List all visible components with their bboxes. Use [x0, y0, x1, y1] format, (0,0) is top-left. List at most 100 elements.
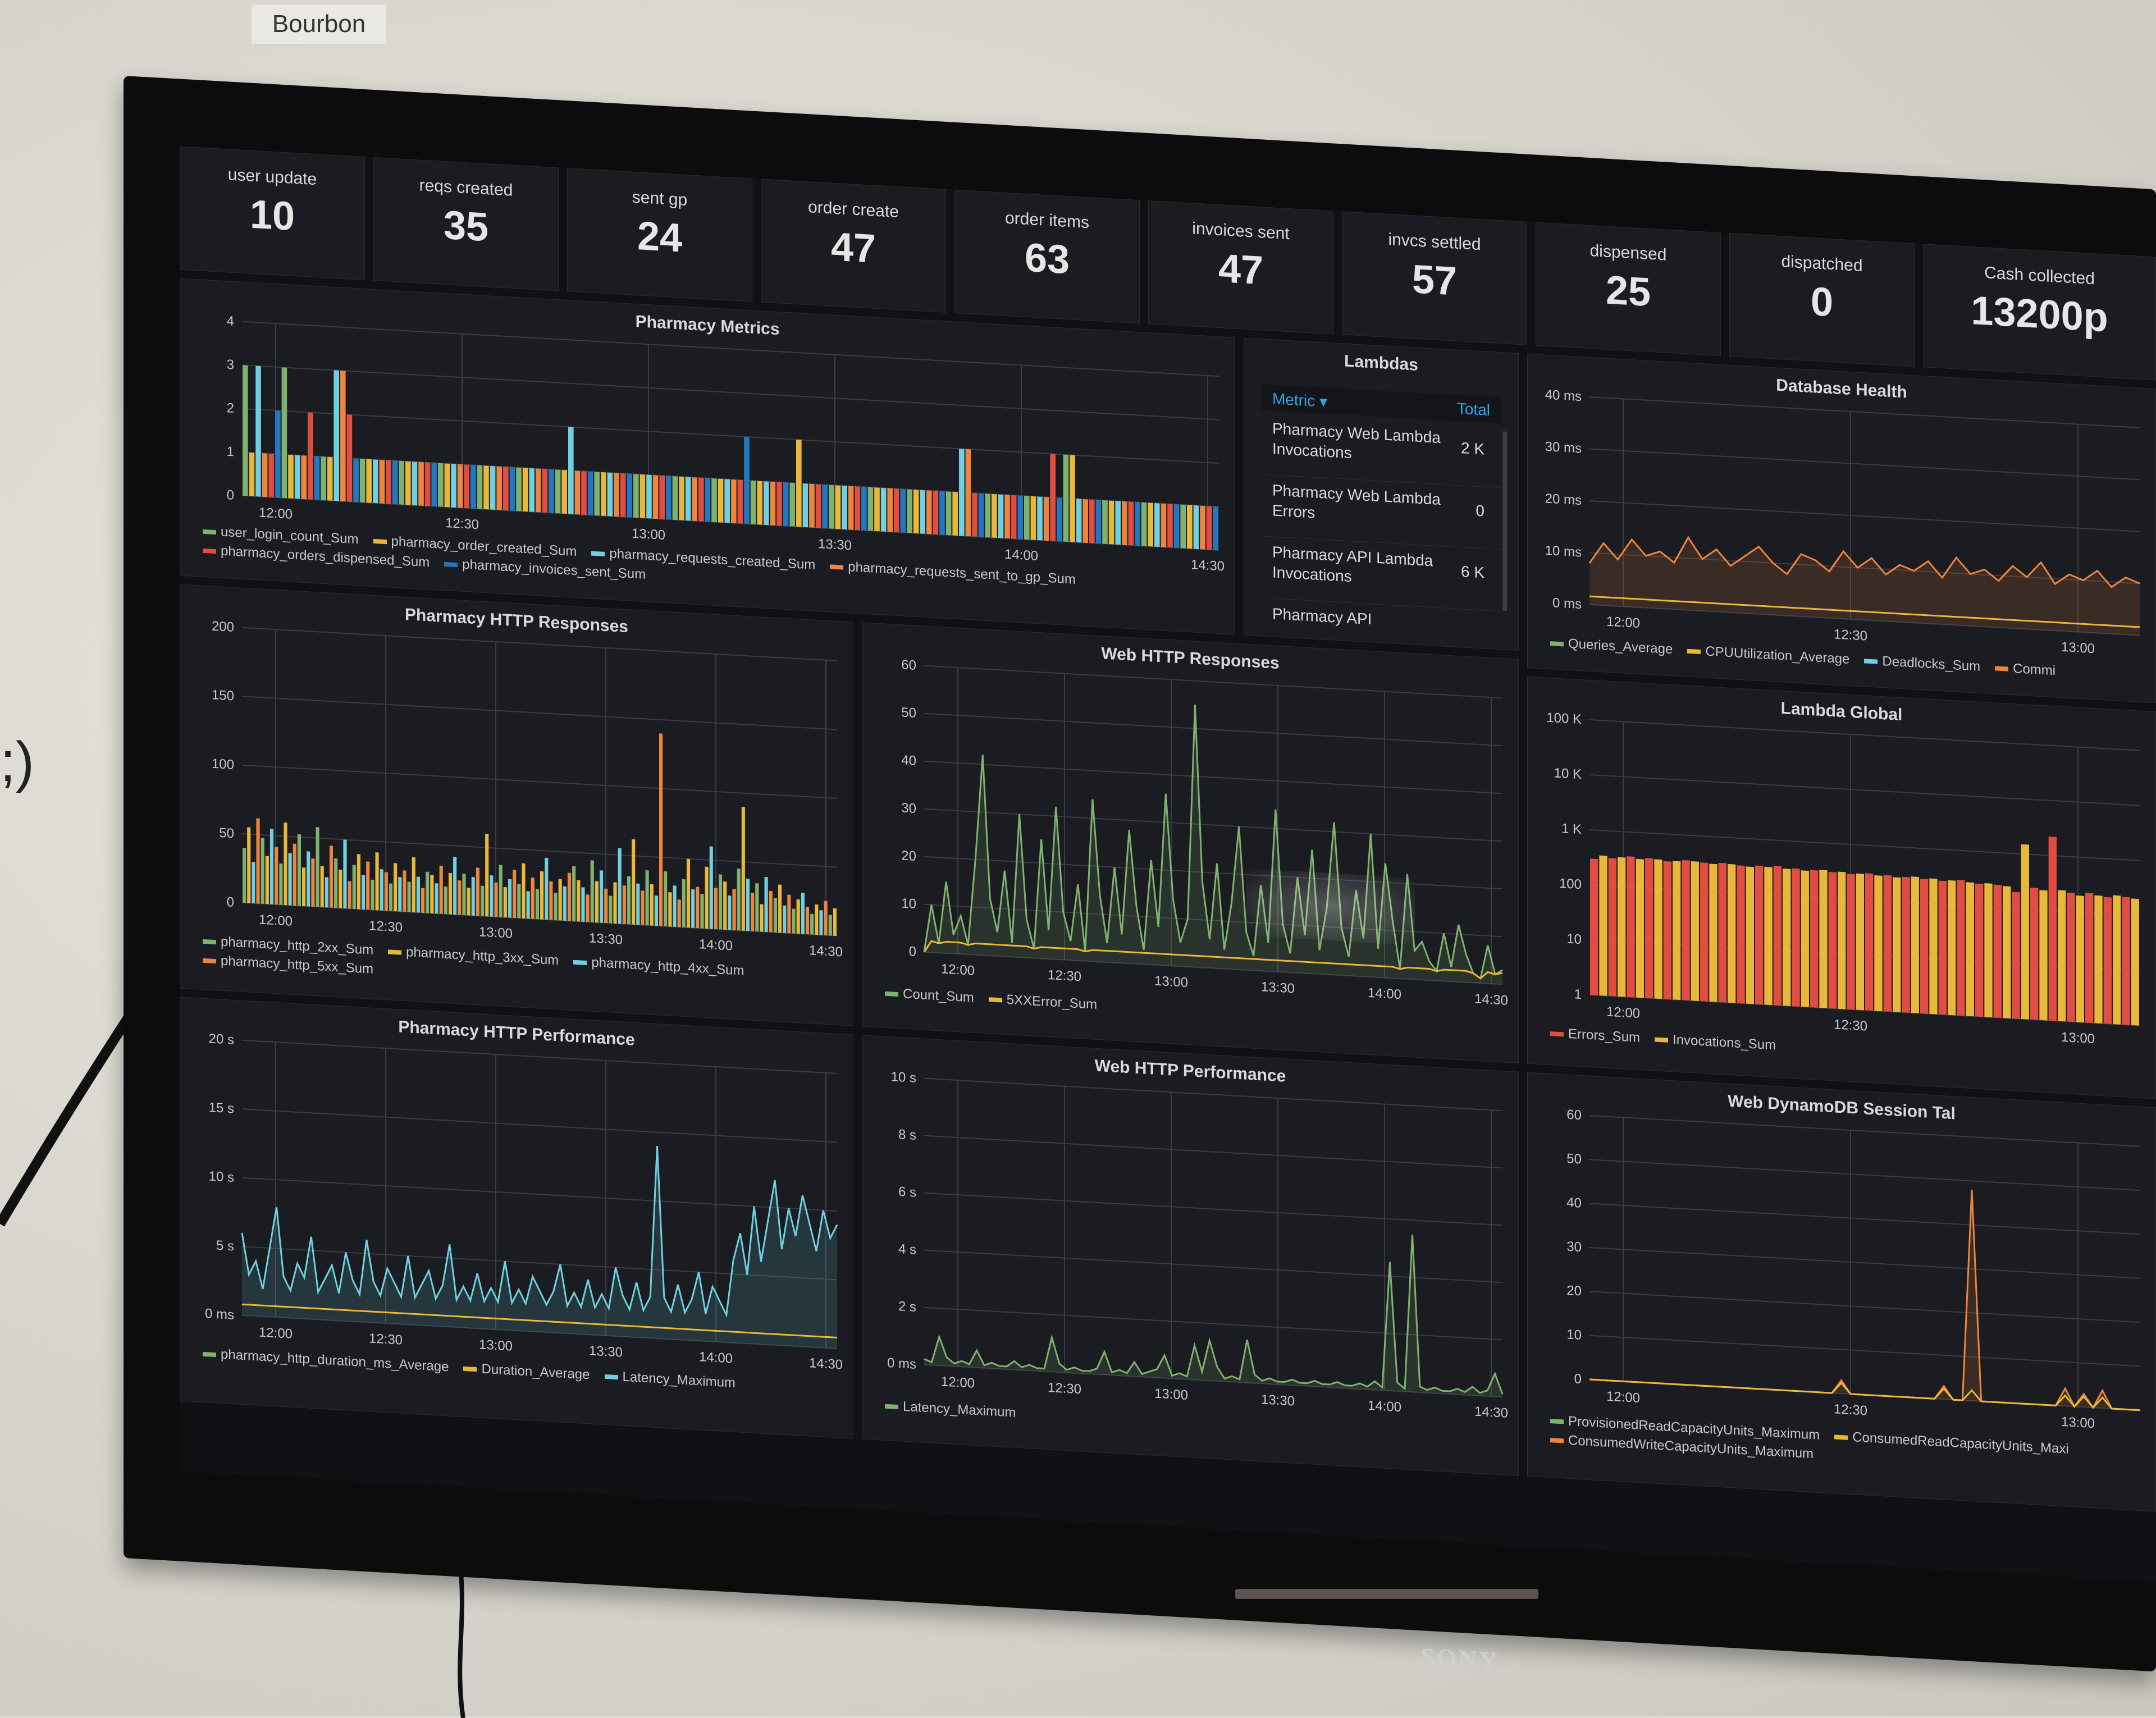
- row-total: 0: [1476, 501, 1484, 520]
- legend-item[interactable]: Deadlocks_Sum: [1864, 651, 1980, 677]
- stat-panel-user-update[interactable]: user update 10: [180, 146, 365, 281]
- y-tick-label: 0 ms: [1552, 595, 1582, 612]
- bar: [476, 867, 479, 916]
- chart-pharmacy-http-responses: 0 50 100 150 200 12:00 12:30 13:00 13:30 14:00 14:…: [212, 619, 843, 960]
- stat-panel-order-items[interactable]: order items 63: [954, 189, 1140, 324]
- bar: [316, 827, 319, 907]
- bar: [668, 892, 672, 927]
- bar: [965, 449, 971, 537]
- legend-label: Latency_Maximum: [622, 1369, 736, 1391]
- column-total-header[interactable]: Total: [1456, 399, 1490, 419]
- panel-pharmacy-http-performance[interactable]: Pharmacy HTTP Performance 0 ms 5 s 10 s 15 …: [180, 997, 853, 1439]
- stat-panel-dispatched[interactable]: dispatched 0: [1729, 232, 1915, 367]
- bar: [757, 481, 763, 525]
- bar: [451, 464, 456, 508]
- gridline-h: [1589, 1291, 2140, 1323]
- table-scrollbar[interactable]: [1502, 431, 1507, 611]
- bar: [659, 475, 665, 519]
- stat-panel-invoices-sent[interactable]: invoices sent 47: [1148, 200, 1333, 335]
- legend-label: Commi: [2013, 661, 2056, 679]
- panel-web-http-responses[interactable]: Web HTTP Responses 0 10 20 30 40 50 60 12:00 12:…: [862, 622, 1519, 1063]
- bar: [535, 889, 539, 920]
- gridline-h: [1589, 500, 2140, 532]
- bar: [366, 861, 370, 910]
- bar: [586, 894, 590, 922]
- y-tick-label: 1: [227, 444, 234, 460]
- bar: [526, 891, 530, 919]
- gridline-h: [924, 1306, 1502, 1341]
- room-label-sign: Bourbon: [252, 4, 386, 44]
- gridline-h: [242, 451, 1219, 508]
- bar: [503, 467, 509, 511]
- stat-panel-reqs-created[interactable]: reqs created 35: [373, 157, 559, 291]
- bar: [728, 895, 732, 930]
- bar: [288, 853, 292, 906]
- panel-lambdas-table[interactable]: Lambdas Metric ▾ Total Pharmacy Web Lamb…: [1244, 337, 1519, 651]
- legend-item[interactable]: Latency_Maximum: [604, 1367, 736, 1393]
- legend-item[interactable]: Invocations_Sum: [1655, 1029, 1776, 1055]
- bar: [320, 866, 324, 907]
- bar: [261, 838, 264, 904]
- gridline-h: [242, 495, 1219, 551]
- tv-brand-logo: SONY: [1420, 1642, 1499, 1675]
- bar: [558, 879, 562, 921]
- series-line: [242, 1303, 837, 1338]
- legend-item[interactable]: Duration_Average: [463, 1359, 590, 1385]
- gridline-h: [242, 627, 837, 662]
- panel-pharmacy-metrics[interactable]: Pharmacy Metrics 0 1 2 3 4 12:00 12:30 13:00 13:…: [180, 278, 1235, 635]
- chart-pharmacy-http-performance: 0 ms 5 s 10 s 15 s 20 s 12:00 12:30 13:00 13:30 1…: [205, 1031, 843, 1372]
- panel-pharmacy-http-responses[interactable]: Pharmacy HTTP Responses 0 50 100 150 200 12:0…: [180, 584, 853, 1026]
- stat-panel-dispensed[interactable]: dispensed 25: [1536, 222, 1721, 357]
- y-tick-label: 3: [227, 357, 234, 373]
- stat-panel-invcs-settled[interactable]: invcs settled 57: [1342, 211, 1527, 345]
- bar: [645, 870, 649, 926]
- bar: [741, 807, 745, 931]
- legend-item[interactable]: Latency_Maximum: [885, 1396, 1016, 1423]
- panel-title: Lambdas: [1344, 351, 1418, 374]
- legend-item[interactable]: Commi: [1995, 658, 2055, 680]
- bar: [494, 882, 498, 917]
- bar: [2003, 886, 2011, 1018]
- column-metric-header[interactable]: Metric ▾: [1272, 390, 1328, 410]
- legend-swatch: [203, 958, 216, 963]
- stat-panel-order-create[interactable]: order create 47: [761, 179, 946, 313]
- bar: [1893, 877, 1901, 1012]
- bar: [1089, 499, 1095, 543]
- legend-item[interactable]: 5XXError_Sum: [988, 989, 1097, 1015]
- row-name: Pharmacy Web Lambda Errors: [1272, 481, 1441, 522]
- bar: [835, 485, 841, 529]
- legend-swatch: [988, 997, 1002, 1003]
- bar: [294, 455, 300, 499]
- y-tick-label: 40: [1566, 1195, 1582, 1210]
- gridline-h: [1589, 552, 2140, 584]
- bar: [256, 818, 260, 904]
- bar: [1938, 880, 1947, 1015]
- panel-database-health[interactable]: Database Health 0 ms 10 ms 20 ms 30 ms 40 ms…: [1527, 353, 2156, 703]
- bar: [366, 459, 372, 503]
- bar: [1057, 497, 1062, 542]
- bar: [1004, 495, 1010, 539]
- panel-lambda-global[interactable]: Lambda Global 1 10 100 1 K 10 K 100 K 12:00 12:…: [1527, 676, 2156, 1099]
- legend-item[interactable]: Errors_Sum: [1550, 1024, 1640, 1048]
- bar: [439, 865, 443, 914]
- legend-item[interactable]: Count_Sum: [885, 984, 974, 1008]
- y-tick-label: 20: [901, 848, 916, 863]
- x-tick-label: 13:30: [589, 930, 623, 947]
- y-tick-label: 0 ms: [205, 1306, 234, 1323]
- series-area: [924, 705, 1502, 985]
- bar: [471, 465, 476, 509]
- stat-panel-sent-gp[interactable]: sent gp 24: [567, 168, 752, 302]
- stat-panel-cash-collected[interactable]: Cash collected 13200p: [1923, 244, 2156, 381]
- bar: [340, 371, 346, 502]
- bar: [1975, 883, 1984, 1017]
- legend-item[interactable]: Queries_Average: [1550, 633, 1673, 659]
- bar: [1187, 505, 1193, 549]
- stat-value: 63: [1024, 235, 1070, 283]
- panel-web-dynamodb-session[interactable]: Web DynamoDB Session Tal 0 10 20 30 40 50 60 12…: [1527, 1072, 2156, 1512]
- bar: [554, 892, 558, 921]
- y-tick-label: 50: [219, 825, 234, 841]
- bar: [2085, 892, 2094, 1024]
- legend-swatch: [1655, 1037, 1669, 1043]
- legend-label: pharmacy_http_3xx_Sum: [406, 944, 559, 968]
